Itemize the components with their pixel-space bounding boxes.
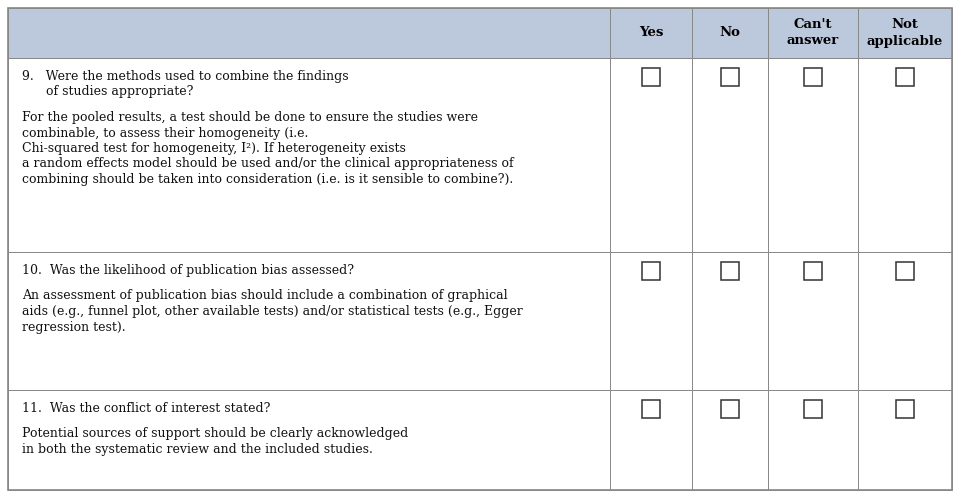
Text: combinable, to assess their homogeneity (i.e.: combinable, to assess their homogeneity …	[22, 126, 308, 139]
Text: a random effects model should be used and/or the clinical appropriateness of: a random effects model should be used an…	[22, 157, 514, 170]
Bar	[896, 68, 914, 86]
Bar	[642, 262, 660, 280]
Bar	[8, 252, 610, 390]
Text: For the pooled results, a test should be done to ensure the studies were: For the pooled results, a test should be…	[22, 111, 478, 124]
Bar	[804, 262, 822, 280]
Text: Can't
answer: Can't answer	[787, 18, 839, 47]
Bar	[721, 400, 739, 418]
Bar	[768, 390, 858, 490]
Bar	[692, 8, 768, 58]
Text: of studies appropriate?: of studies appropriate?	[22, 86, 193, 99]
Text: Potential sources of support should be clearly acknowledged: Potential sources of support should be c…	[22, 427, 408, 441]
Text: Yes: Yes	[638, 26, 663, 39]
Bar	[768, 8, 858, 58]
Bar	[804, 400, 822, 418]
Bar	[692, 252, 768, 390]
Text: regression test).: regression test).	[22, 321, 126, 334]
Text: 10.  Was the likelihood of publication bias assessed?: 10. Was the likelihood of publication bi…	[22, 264, 354, 277]
Bar	[610, 252, 692, 390]
Bar	[692, 58, 768, 252]
Bar	[768, 252, 858, 390]
Text: Chi-squared test for homogeneity, I²). If heterogeneity exists: Chi-squared test for homogeneity, I²). I…	[22, 142, 406, 155]
Text: No: No	[720, 26, 740, 39]
Bar	[610, 8, 692, 58]
Bar	[896, 262, 914, 280]
Text: 9.   Were the methods used to combine the findings: 9. Were the methods used to combine the …	[22, 70, 348, 83]
Bar	[858, 252, 952, 390]
Bar	[692, 390, 768, 490]
Bar	[8, 58, 610, 252]
Bar	[8, 8, 610, 58]
Text: combining should be taken into consideration (i.e. is it sensible to combine?).: combining should be taken into considera…	[22, 173, 514, 186]
Bar	[8, 390, 610, 490]
Text: An assessment of publication bias should include a combination of graphical: An assessment of publication bias should…	[22, 289, 508, 302]
Bar	[858, 390, 952, 490]
Bar	[642, 68, 660, 86]
Text: in both the systematic review and the included studies.: in both the systematic review and the in…	[22, 443, 372, 456]
Text: Not
applicable: Not applicable	[867, 18, 943, 47]
Bar	[768, 58, 858, 252]
Bar	[610, 390, 692, 490]
Bar	[858, 58, 952, 252]
Bar	[721, 68, 739, 86]
Bar	[896, 400, 914, 418]
Bar	[858, 8, 952, 58]
Bar	[610, 58, 692, 252]
Bar	[642, 400, 660, 418]
Text: aids (e.g., funnel plot, other available tests) and/or statistical tests (e.g., : aids (e.g., funnel plot, other available…	[22, 305, 523, 318]
Text: 11.  Was the conflict of interest stated?: 11. Was the conflict of interest stated?	[22, 402, 271, 415]
Bar	[721, 262, 739, 280]
Bar	[804, 68, 822, 86]
